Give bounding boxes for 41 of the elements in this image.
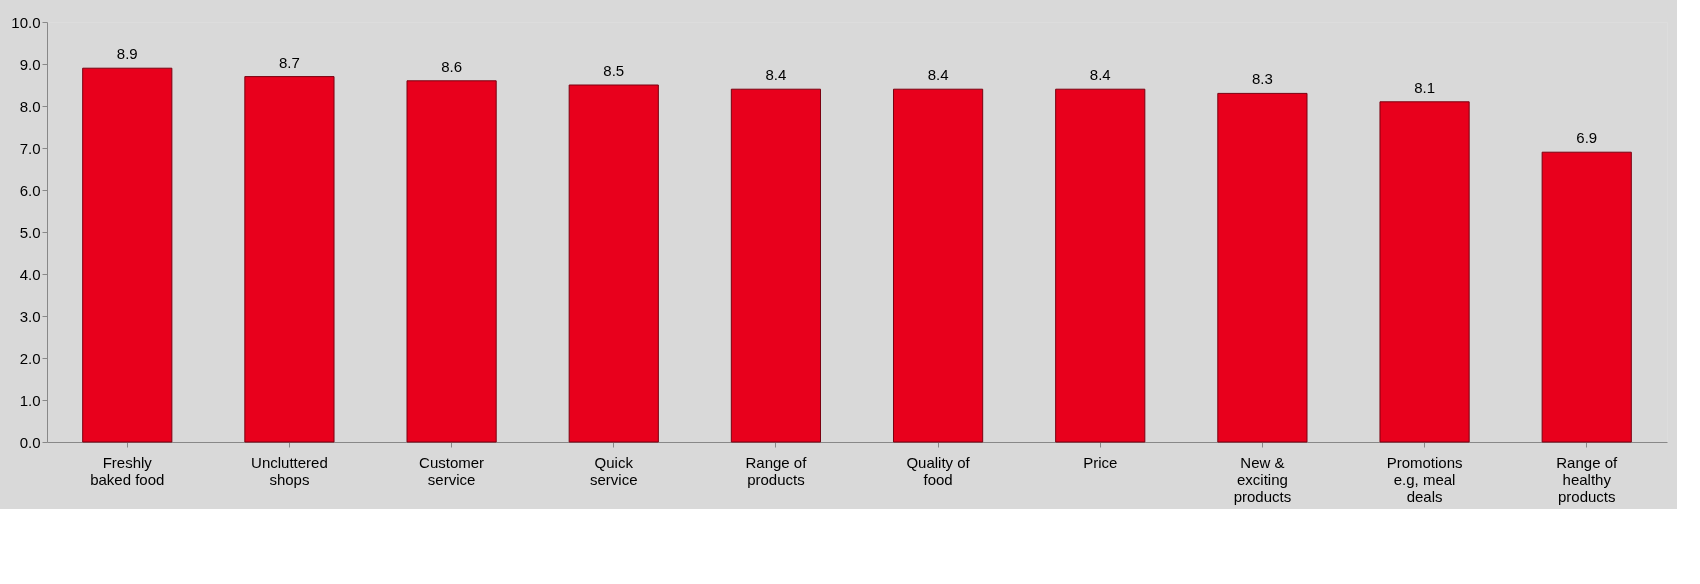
data-label: 8.6 — [441, 57, 463, 75]
bar — [1379, 101, 1470, 443]
y-tick-label: 9.0 — [19, 55, 41, 73]
y-tick-label: 4.0 — [19, 265, 41, 283]
bar — [1541, 151, 1632, 443]
y-tick-label: 7.0 — [19, 139, 41, 157]
bar — [82, 67, 173, 443]
x-tick-label: Freshly baked food — [90, 453, 165, 488]
x-tick-label: Customer service — [419, 453, 485, 488]
data-label: 8.4 — [1089, 66, 1111, 84]
y-tick-label: 5.0 — [19, 223, 41, 241]
data-label: 8.1 — [1414, 78, 1435, 96]
bar — [244, 76, 335, 443]
data-label: 8.3 — [1251, 70, 1273, 88]
bar — [1055, 88, 1146, 443]
data-label: 8.5 — [603, 62, 625, 79]
y-tick-label: 0.0 — [19, 433, 41, 451]
y-tick-label: 8.0 — [19, 97, 41, 115]
bar — [568, 84, 659, 443]
data-label: 8.4 — [765, 66, 787, 84]
x-tick-label: Quality of food — [906, 453, 971, 488]
x-tick-label: New & exciting products — [1233, 453, 1292, 505]
y-tick-label: 1.0 — [19, 391, 41, 409]
data-label: 8.4 — [927, 66, 949, 84]
x-tick-label: Uncluttered shops — [251, 453, 328, 488]
y-tick-label: 10.0 — [11, 13, 41, 31]
x-tick-label: Quick service — [590, 453, 638, 488]
bar — [892, 88, 984, 443]
y-tick-label: 2.0 — [19, 349, 41, 367]
y-tick-label: 6.0 — [19, 181, 41, 199]
bar — [1217, 92, 1308, 443]
x-tick-label: Promotions e.g, meal deals — [1386, 453, 1463, 505]
bar — [730, 88, 822, 443]
x-tick-label: Range of products — [745, 453, 808, 488]
data-label: 8.7 — [279, 53, 300, 71]
x-tick-label: Price — [1083, 453, 1118, 471]
bar — [406, 80, 497, 443]
data-label: 6.9 — [1576, 129, 1598, 147]
data-label: 8.9 — [116, 45, 138, 63]
y-tick-label: 3.0 — [19, 307, 41, 325]
x-tick-label: Range of healthy products — [1556, 453, 1618, 505]
